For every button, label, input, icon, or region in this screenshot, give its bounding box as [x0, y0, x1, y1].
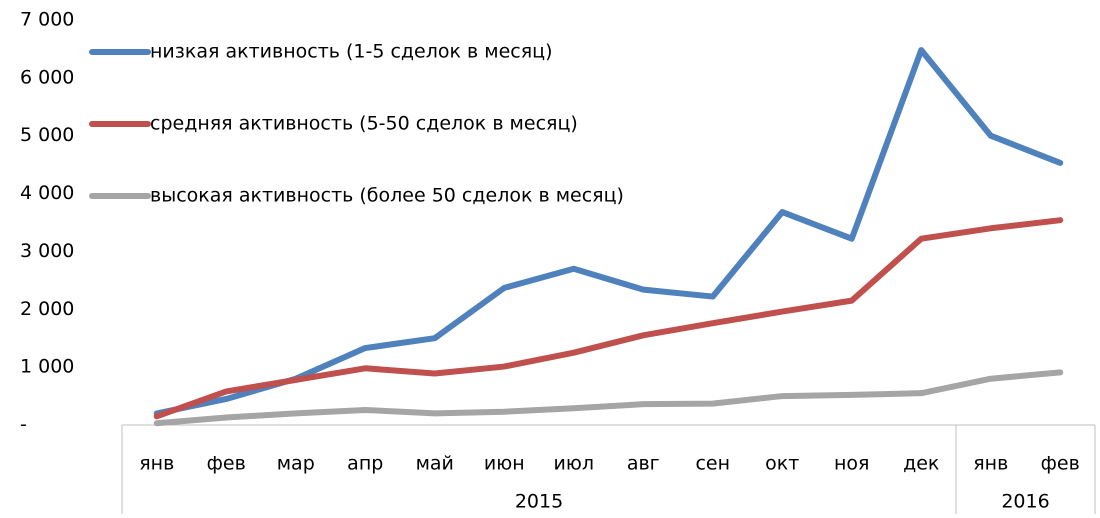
x-tick-label: июл: [554, 453, 595, 475]
y-tick-label: 2 000: [20, 298, 74, 320]
y-tick-label: 7 000: [20, 9, 74, 31]
y-tick-label: 1 000: [20, 356, 74, 378]
y-tick-label: -: [20, 414, 27, 436]
x-tick-label: апр: [347, 453, 383, 475]
x-tick-label: май: [416, 453, 454, 475]
legend-label: высокая активность (более 50 сделок в ме…: [150, 185, 624, 207]
x-tick-label: окт: [765, 453, 799, 475]
x-tick-label: сен: [695, 453, 730, 475]
x-tick-label: фев: [1041, 453, 1080, 475]
group-label: 2016: [1001, 491, 1049, 513]
y-tick-label: 3 000: [20, 240, 74, 262]
x-tick-label: июн: [484, 453, 525, 475]
x-tick-label: дек: [903, 453, 939, 475]
x-tick-label: фев: [207, 453, 246, 475]
x-tick-label: янв: [139, 453, 174, 475]
y-tick-label: 5 000: [20, 124, 74, 146]
y-tick-label: 6 000: [20, 66, 74, 88]
series-line: [153, 217, 1064, 420]
x-tick-label: янв: [973, 453, 1008, 475]
group-label: 2015: [515, 491, 563, 513]
x-tick-label: ноя: [834, 453, 869, 475]
series-line: [153, 47, 1064, 417]
series-line: [153, 369, 1064, 427]
y-tick-label: 4 000: [20, 182, 74, 204]
x-tick-label: авг: [627, 453, 660, 475]
legend-label: средняя активность (5-50 сделок в месяц): [150, 113, 578, 135]
legend-label: низкая активность (1-5 сделок в месяц): [150, 41, 553, 63]
x-tick-label: мар: [277, 453, 315, 475]
